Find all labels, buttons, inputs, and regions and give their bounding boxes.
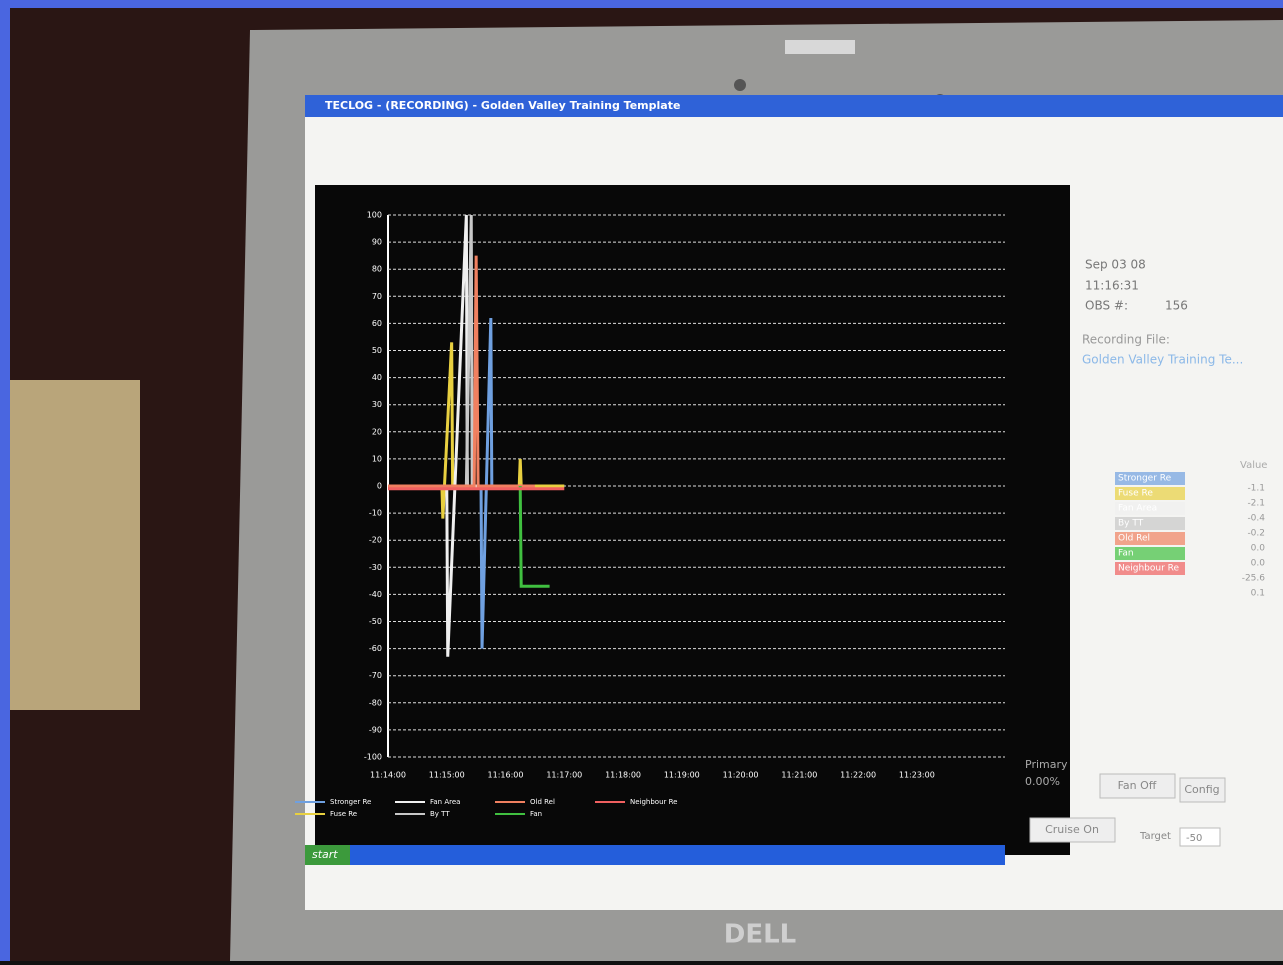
legend-label: Old Rel: [530, 798, 555, 806]
obs: 156: [1165, 299, 1188, 313]
reading-value: -2.1: [1247, 499, 1265, 509]
reading-value: -0.2: [1247, 529, 1265, 539]
channel-name: By TT: [1118, 519, 1144, 529]
x-tick-label: 11:21:00: [781, 771, 817, 780]
reading-value: 0.0: [1251, 544, 1266, 554]
chart-panel: [315, 185, 1070, 855]
y-tick-label: 70: [372, 292, 382, 301]
reading-value: 0.0: [1251, 559, 1266, 569]
target: -50: [1186, 833, 1202, 844]
channel-name: Fan Area: [1118, 504, 1157, 514]
y-tick-label: -60: [369, 644, 382, 653]
cruise-button-label: Cruise On: [1045, 823, 1099, 836]
y-tick-label: 20: [372, 427, 382, 436]
taskbar: [305, 845, 1005, 865]
y-tick-label: -90: [369, 725, 382, 734]
y-tick-label: -10: [369, 509, 382, 518]
reading-value: -1.1: [1247, 484, 1265, 494]
legend-label: By TT: [430, 810, 450, 818]
fan-button-label: Fan Off: [1118, 779, 1157, 792]
date: Sep 03 08: [1085, 258, 1146, 272]
legend-label: Fan Area: [430, 798, 460, 806]
y-tick-label: -80: [369, 698, 382, 707]
y-tick-label: -100: [364, 753, 382, 762]
x-tick-label: 11:19:00: [664, 771, 700, 780]
y-tick-label: 40: [372, 373, 382, 382]
x-tick-label: 11:23:00: [899, 771, 935, 780]
y-tick-label: 60: [372, 319, 382, 328]
channel-name: Stronger Re: [1118, 474, 1172, 484]
screw: [734, 79, 746, 91]
y-tick-label: -30: [369, 563, 382, 572]
x-tick-label: 11:16:00: [488, 771, 524, 780]
x-tick-label: 11:17:00: [546, 771, 582, 780]
y-tick-label: 30: [372, 400, 382, 409]
y-tick-label: -50: [369, 617, 382, 626]
file-label: Recording File:: [1082, 333, 1170, 347]
primary: 0.00%: [1025, 775, 1060, 788]
window-title: TECLOG - (RECORDING) - Golden Valley Tra…: [325, 99, 680, 112]
reading-value: -0.4: [1247, 514, 1265, 524]
y-tick-label: 100: [367, 211, 382, 220]
channel-name: Old Rel: [1118, 534, 1150, 544]
y-tick-label: 50: [372, 346, 382, 355]
channel-name: Fuse Re: [1118, 489, 1153, 499]
x-tick-label: 11:15:00: [429, 771, 465, 780]
y-tick-label: 0: [377, 482, 382, 491]
obs-label: OBS #:: [1085, 299, 1128, 313]
y-tick-label: -20: [369, 536, 382, 545]
legend-label: Neighbour Re: [630, 798, 678, 806]
latch: [785, 40, 855, 54]
legend-label: Fuse Re: [330, 810, 357, 818]
y-tick-label: 80: [372, 265, 382, 274]
channel-name: Fan: [1118, 549, 1134, 559]
x-tick-label: 11:20:00: [723, 771, 759, 780]
file: Golden Valley Training Te...: [1082, 353, 1243, 367]
x-tick-label: 11:14:00: [370, 771, 406, 780]
reading-value: -25.6: [1242, 574, 1266, 584]
config-button-label: Config: [1184, 783, 1219, 796]
y-tick-label: -40: [369, 590, 382, 599]
x-tick-label: 11:18:00: [605, 771, 641, 780]
reading-value: 0.1: [1251, 589, 1265, 599]
legend-label: Stronger Re: [330, 798, 371, 806]
time: 11:16:31: [1085, 279, 1139, 293]
channel-name: Neighbour Re: [1118, 564, 1180, 574]
photo: TECLOG - (RECORDING) - Golden Valley Tra…: [0, 0, 1283, 961]
target-label: Target: [1139, 831, 1171, 842]
primary-label: Primary: [1025, 758, 1068, 771]
start-label: start: [312, 848, 338, 861]
x-tick-label: 11:22:00: [840, 771, 876, 780]
y-tick-label: -70: [369, 671, 382, 680]
readings-header: Value: [1240, 460, 1267, 471]
legend-label: Fan: [530, 810, 542, 818]
y-tick-label: 10: [372, 454, 382, 463]
y-tick-label: 90: [372, 238, 382, 247]
wall: [10, 380, 140, 710]
brand: DELL: [724, 920, 796, 950]
